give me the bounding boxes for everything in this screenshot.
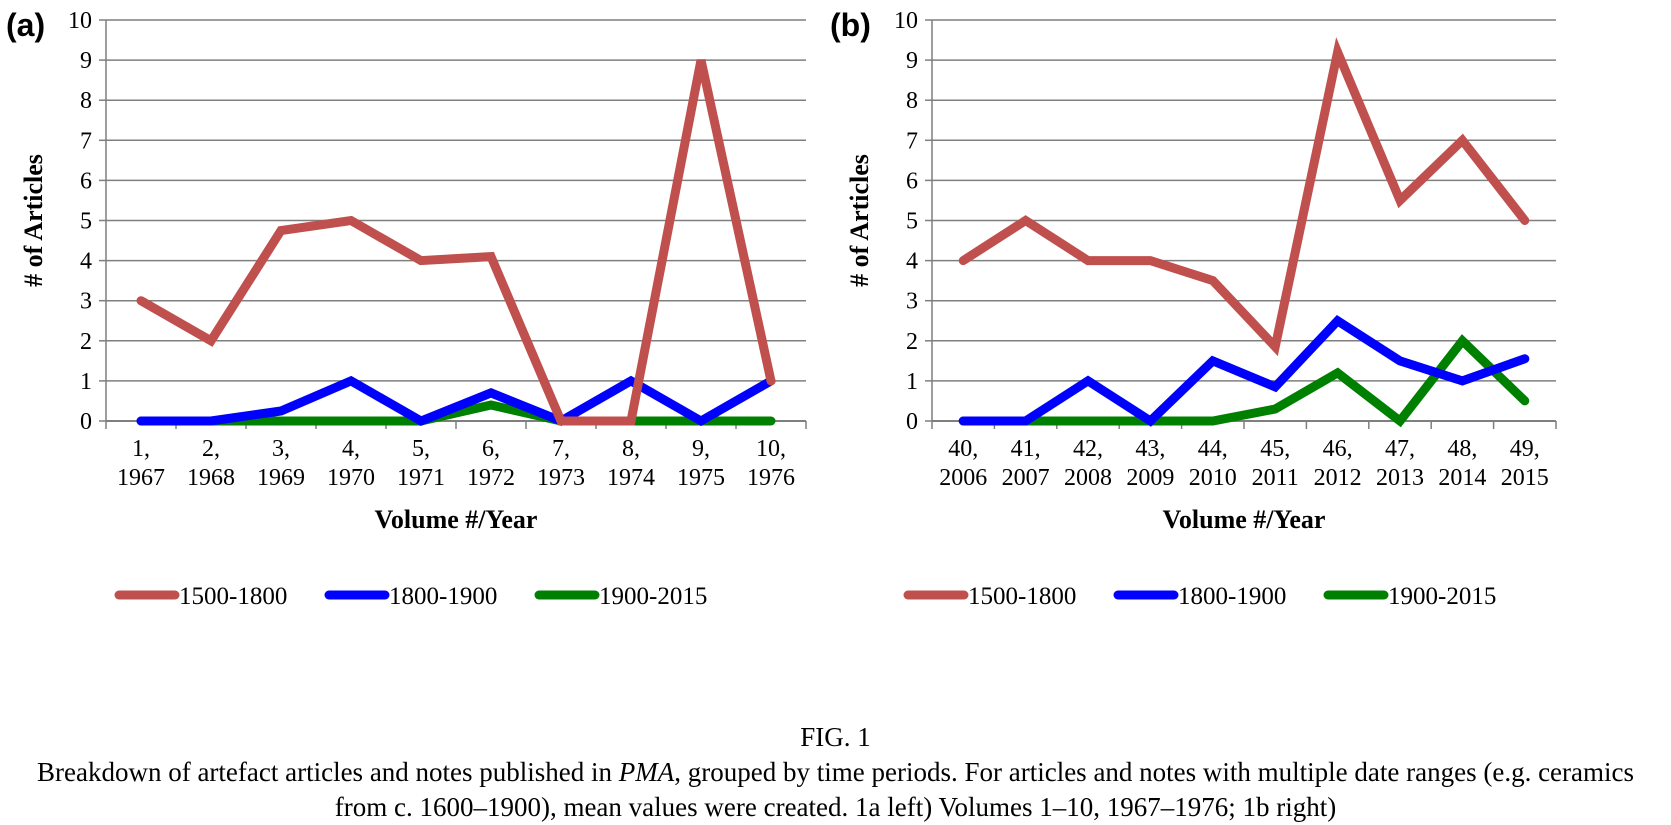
x-tick-label: 9, 1975 bbox=[677, 436, 725, 491]
y-tick-label: 9 bbox=[906, 48, 918, 74]
y-tick-label: 1 bbox=[80, 369, 92, 395]
x-tick-label: 10, 1976 bbox=[747, 436, 795, 491]
x-axis-title: Volume #/Year bbox=[1163, 505, 1326, 534]
y-tick-label: 2 bbox=[80, 329, 92, 355]
series-line-1500-1800 bbox=[136, 59, 776, 426]
series-line-1800-1900 bbox=[136, 375, 776, 427]
x-axis-title: Volume #/Year bbox=[375, 505, 538, 534]
y-tick-label: 3 bbox=[906, 289, 918, 315]
y-tick-label: 2 bbox=[906, 329, 918, 355]
series-line-1500-1800 bbox=[958, 37, 1530, 357]
y-tick-label: 10 bbox=[894, 8, 918, 34]
legend-label: 1900-2015 bbox=[599, 583, 707, 610]
legend-label: 1900-2015 bbox=[1388, 583, 1496, 610]
y-tick-label: 6 bbox=[906, 168, 918, 194]
series-line-1800-1900 bbox=[958, 314, 1530, 427]
y-axis-title: # of Articles bbox=[19, 154, 48, 287]
y-tick-label: 4 bbox=[80, 249, 92, 275]
x-tick-label: 45, 2011 bbox=[1252, 436, 1299, 491]
x-tick-label: 7, 1973 bbox=[537, 436, 585, 491]
y-tick-label: 7 bbox=[80, 128, 92, 154]
y-tick-label: 5 bbox=[80, 209, 92, 235]
y-tick-label: 0 bbox=[906, 409, 918, 435]
legend-label: 1800-1900 bbox=[1178, 583, 1286, 610]
figure-label: FIG. 1 bbox=[800, 722, 871, 752]
x-tick-label: 5, 1971 bbox=[397, 436, 445, 491]
y-tick-label: 8 bbox=[906, 88, 918, 114]
x-tick-label: 2, 1968 bbox=[187, 436, 235, 491]
y-tick-label: 3 bbox=[80, 289, 92, 315]
caption-text: Breakdown of artefact articles and notes… bbox=[36, 757, 1635, 822]
x-tick-label: 8, 1974 bbox=[607, 436, 655, 491]
legend-label: 1500-1800 bbox=[968, 583, 1076, 610]
series-line-1900-2015 bbox=[136, 400, 776, 426]
y-tick-label: 5 bbox=[906, 209, 918, 235]
y-tick-label: 7 bbox=[906, 128, 918, 154]
chart-panel-b: (b) 0 1 2 3 4 5 6 7 8 9 10 40, 2006 41, 2007 42, 2008 43, 2… bbox=[830, 7, 1557, 610]
y-tick-label: 0 bbox=[80, 409, 92, 435]
series-line-1900-2015 bbox=[958, 334, 1530, 428]
x-tick-label: 1, 1967 bbox=[117, 436, 165, 491]
panel-label: (a) bbox=[6, 7, 45, 43]
panel-label: (b) bbox=[830, 7, 871, 43]
y-tick-label: 4 bbox=[906, 249, 918, 275]
y-axis-title: # of Articles bbox=[845, 154, 874, 287]
x-tick-label: 40, 2006 bbox=[939, 436, 987, 491]
x-tick-label: 4, 1970 bbox=[327, 436, 375, 491]
x-tick-label: 41, 2007 bbox=[1002, 436, 1050, 491]
legend-label: 1500-1800 bbox=[179, 583, 287, 610]
x-tick-label: 3, 1969 bbox=[257, 436, 305, 491]
x-tick-label: 49, 2015 bbox=[1501, 436, 1549, 491]
y-tick-label: 8 bbox=[80, 88, 92, 114]
y-tick-label: 10 bbox=[68, 8, 92, 34]
chart-panel-a: (a) 0 1 2 3 4 5 6 7 8 9 10 1, 1967 2, 1968 3, 1969 4, 1970 5… bbox=[6, 7, 807, 610]
legend-label: 1800-1900 bbox=[389, 583, 497, 610]
x-tick-label: 43, 2009 bbox=[1126, 436, 1174, 491]
x-tick-label: 47, 2013 bbox=[1376, 436, 1424, 491]
y-tick-label: 9 bbox=[80, 48, 92, 74]
figure-caption: FIG. 1 Breakdown of artefact articles an… bbox=[0, 720, 1671, 825]
x-tick-label: 42, 2008 bbox=[1064, 436, 1112, 491]
y-tick-label: 6 bbox=[80, 168, 92, 194]
x-tick-label: 46, 2012 bbox=[1314, 436, 1362, 491]
x-tick-label: 44, 2010 bbox=[1189, 436, 1237, 491]
caption-italic-journal: PMA bbox=[618, 757, 675, 787]
y-tick-label: 1 bbox=[906, 369, 918, 395]
x-tick-label: 48, 2014 bbox=[1438, 436, 1486, 491]
x-tick-label: 6, 1972 bbox=[467, 436, 515, 491]
